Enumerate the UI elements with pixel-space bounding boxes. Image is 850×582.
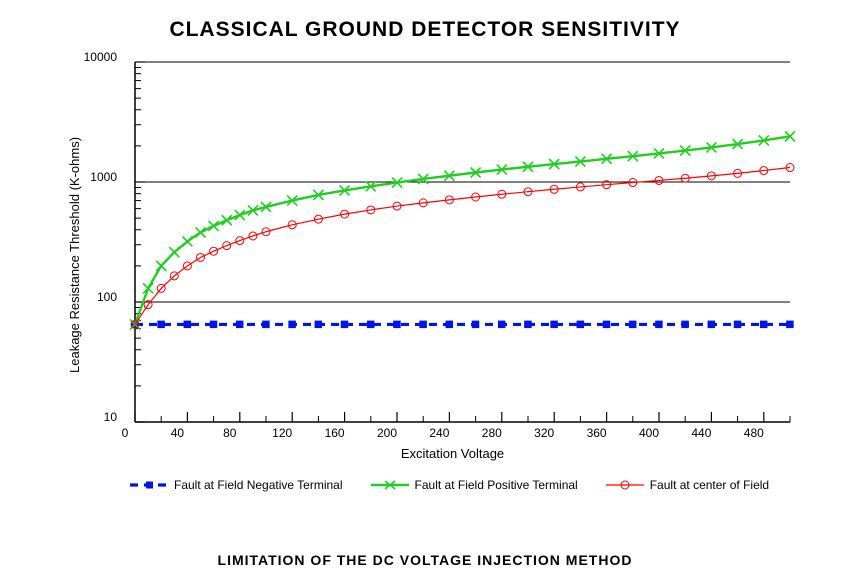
legend-item: Fault at Field Negative Terminal [130, 478, 343, 492]
x-tick: 400 [637, 426, 661, 440]
x-tick: 360 [585, 426, 609, 440]
figure-caption: LIMITATION OF THE DC VOLTAGE INJECTION M… [0, 552, 850, 568]
legend: Fault at Field Negative Terminal Fault at… [130, 478, 769, 492]
x-tick: 440 [689, 426, 713, 440]
legend-item: Fault at Field Positive Terminal [371, 478, 578, 492]
x-tick: 0 [113, 426, 137, 440]
legend-label: Fault at Field Positive Terminal [415, 478, 578, 492]
legend-item: Fault at center of Field [606, 478, 769, 492]
y-tick: 10 [104, 410, 117, 424]
chart-svg [125, 58, 800, 428]
y-axis-label: Leakage Resistance Threshold (K-ohms) [67, 73, 82, 373]
figure-page: { "title": "CLASSICAL GROUND DETECTOR SE… [0, 0, 850, 582]
x-tick: 40 [165, 426, 189, 440]
x-tick: 320 [532, 426, 556, 440]
y-tick: 100 [97, 290, 117, 304]
legend-swatch [606, 478, 644, 492]
x-tick: 280 [480, 426, 504, 440]
chart-container [125, 58, 780, 418]
legend-label: Fault at Field Negative Terminal [174, 478, 343, 492]
x-tick: 120 [270, 426, 294, 440]
y-tick: 1000 [90, 170, 117, 184]
x-tick: 160 [323, 426, 347, 440]
x-axis-label: Excitation Voltage [125, 446, 780, 461]
legend-swatch [130, 478, 168, 492]
x-tick: 200 [375, 426, 399, 440]
x-tick: 80 [218, 426, 242, 440]
legend-swatch [371, 478, 409, 492]
x-tick: 240 [427, 426, 451, 440]
x-tick: 480 [742, 426, 766, 440]
page-title: CLASSICAL GROUND DETECTOR SENSITIVITY [0, 18, 850, 42]
y-tick: 10000 [84, 50, 117, 64]
legend-label: Fault at center of Field [650, 478, 769, 492]
